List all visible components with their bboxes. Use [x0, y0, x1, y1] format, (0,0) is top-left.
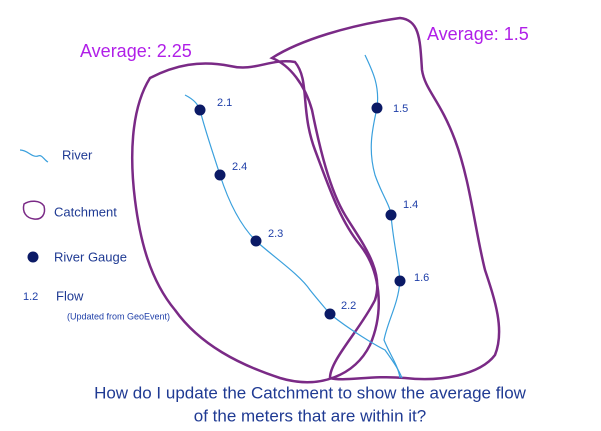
flow-label: 1.6	[414, 272, 429, 284]
legend-gauge-icon	[27, 251, 39, 263]
river-gauge	[394, 275, 406, 287]
river-gauge	[194, 104, 206, 116]
flow-label: 2.1	[217, 97, 232, 109]
flow-label: 2.4	[232, 161, 247, 173]
catchment-left	[130, 60, 380, 384]
flow-label: 1.5	[393, 103, 408, 115]
legend-catchment-icon	[22, 200, 46, 220]
river-gauge	[214, 169, 226, 181]
river-gauge	[385, 209, 397, 221]
flow-label: 2.2	[341, 300, 356, 312]
legend-label: Catchment	[54, 204, 117, 219]
question: How do I update the Catchment to show th…	[94, 383, 527, 402]
river-gauge	[324, 308, 336, 320]
average-label: Average: 2.25	[80, 41, 192, 61]
flow-label: 1.4	[403, 199, 418, 211]
average-label: Average: 1.5	[427, 24, 529, 44]
catchment-right	[269, 16, 501, 381]
legend-river-icon	[19, 149, 49, 163]
legend-note: (Updated from GeoEvent)	[67, 311, 170, 321]
legend-flow-sample: 1.2	[23, 291, 38, 303]
river-left	[184, 94, 403, 379]
legend-label: River Gauge	[54, 249, 127, 264]
question: of the meters that are within it?	[194, 406, 426, 425]
river-gauge	[371, 102, 383, 114]
legend-label: River	[62, 147, 93, 162]
flow-label: 2.3	[268, 228, 283, 240]
legend-label: Flow	[56, 288, 84, 303]
river-gauge	[250, 235, 262, 247]
